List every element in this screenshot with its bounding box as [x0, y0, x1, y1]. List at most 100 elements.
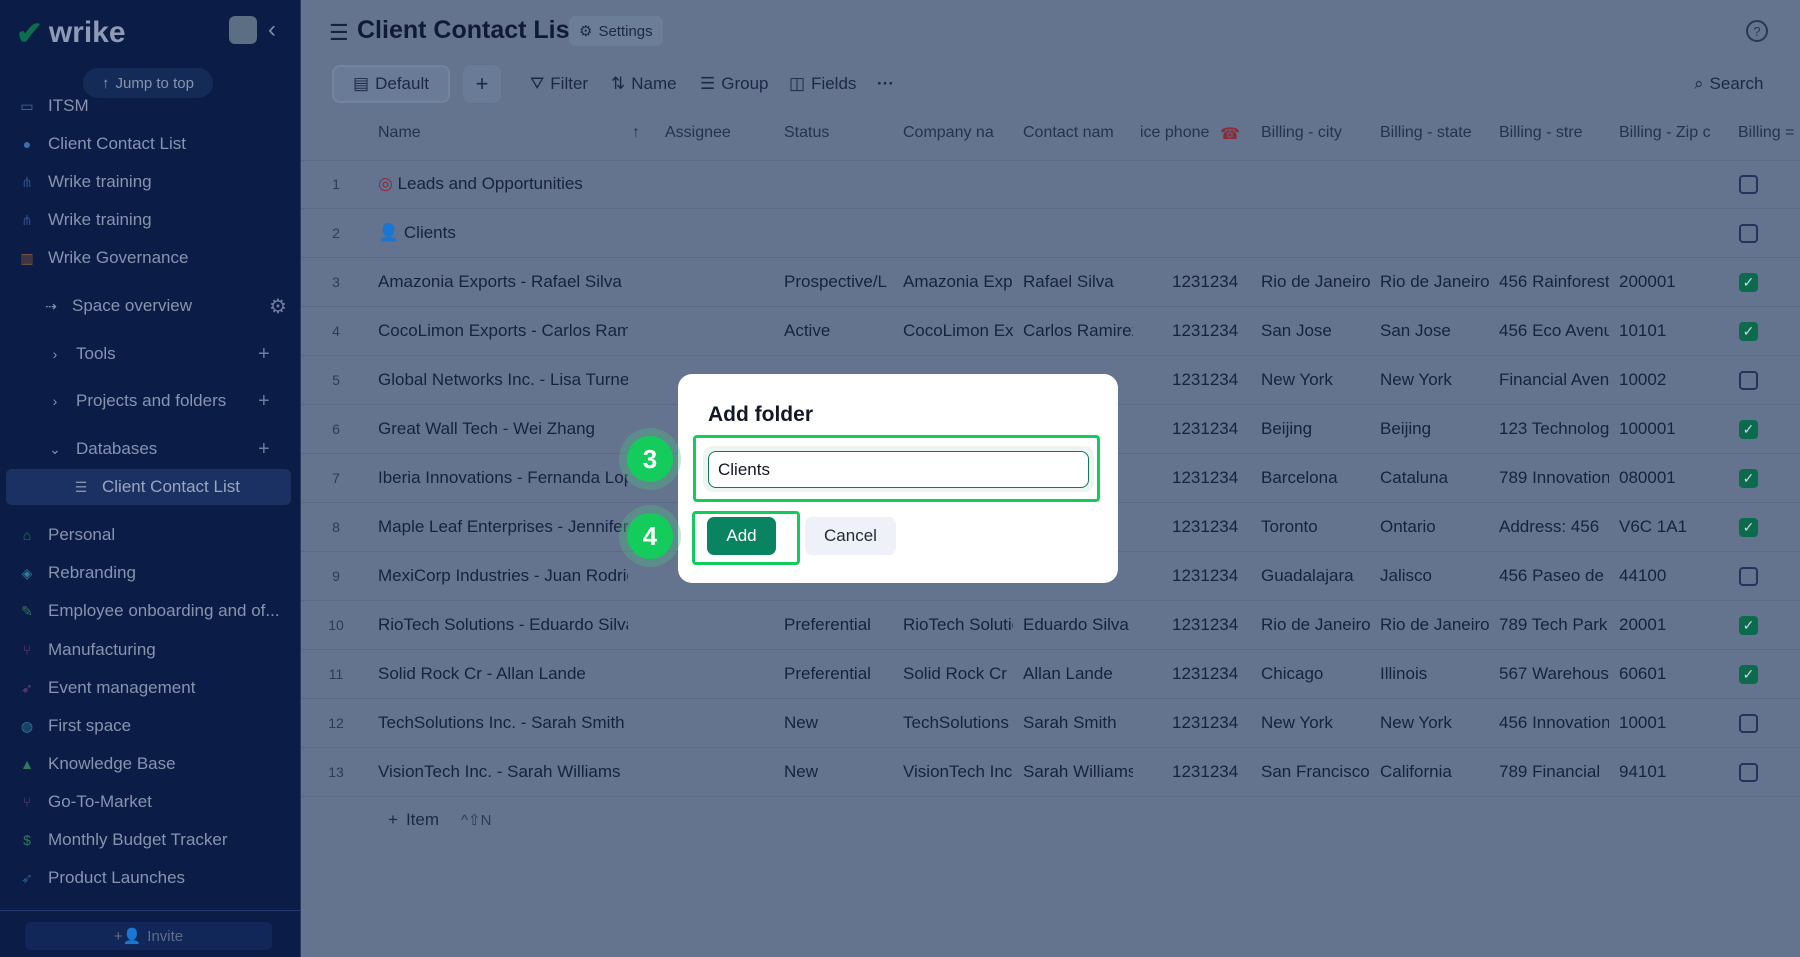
cell-phone[interactable]: 1231234 — [1172, 468, 1239, 487]
cell-status[interactable]: Active — [784, 321, 831, 340]
cell-city[interactable]: Barcelona — [1261, 468, 1338, 487]
sidebar-item[interactable]: ▲ Knowledge Base — [18, 747, 176, 781]
column-header[interactable]: Status — [784, 124, 830, 141]
cell-state[interactable]: Rio de Janeiro — [1380, 272, 1490, 291]
cell-phone[interactable]: 1231234 — [1172, 517, 1239, 536]
cell-state[interactable]: Cataluna — [1380, 468, 1449, 487]
column-header[interactable]: Company na — [903, 124, 994, 141]
billing-checkbox[interactable] — [1739, 175, 1758, 194]
sidebar-item[interactable]: $ Monthly Budget Tracker — [18, 823, 227, 857]
table-row[interactable]: 3 Amazonia Exports - Rafael Silva Prospect… — [301, 258, 1800, 307]
cell-state[interactable]: Jalisco — [1380, 566, 1432, 585]
filter-button[interactable]: ⛛ Filter — [530, 74, 589, 93]
cell-state[interactable]: New York — [1380, 370, 1452, 389]
cell-name[interactable]: TechSolutions Inc. - Sarah Smith — [378, 713, 625, 732]
cell-street[interactable]: 789 Financial — [1499, 762, 1601, 781]
billing-checkbox[interactable] — [1739, 371, 1758, 390]
sidebar-item[interactable]: ⋔ Wrike training — [18, 165, 152, 199]
sidebar-item[interactable]: ● Client Contact List — [18, 127, 186, 161]
cell-status[interactable]: Prospective/L — [784, 272, 887, 291]
cell-phone[interactable]: 1231234 — [1172, 615, 1239, 634]
cell-name[interactable]: Solid Rock Cr - Allan Lande — [378, 664, 586, 683]
cell-zip[interactable]: 080001 — [1619, 468, 1676, 487]
cell-state[interactable]: San Jose — [1380, 321, 1451, 340]
cell-city[interactable]: Guadalajara — [1261, 566, 1354, 585]
gear-icon[interactable]: ⚙ — [269, 295, 287, 318]
group-button[interactable]: ☰ Group — [700, 74, 769, 93]
cell-contact[interactable]: Sarah Smith — [1023, 713, 1117, 732]
table-row[interactable]: 10 RioTech Solutions - Eduardo Silva Prefe… — [301, 601, 1800, 650]
billing-checkbox[interactable]: ✓ — [1739, 665, 1758, 684]
column-header[interactable]: Billing - city — [1261, 124, 1342, 141]
sidebar-item[interactable]: › Tools + — [46, 337, 270, 371]
sidebar-item[interactable]: ▥ Wrike Governance — [18, 241, 188, 275]
cell-contact[interactable]: Rafael Silva — [1023, 272, 1114, 291]
cell-phone[interactable]: 1231234 — [1172, 762, 1239, 781]
cell-city[interactable]: San Jose — [1261, 321, 1332, 340]
column-header[interactable]: Billing - stre — [1499, 124, 1583, 141]
cell-city[interactable]: San Francisco — [1261, 762, 1370, 781]
column-header[interactable]: Billing - Zip c — [1619, 124, 1711, 141]
cell-company[interactable]: TechSolutions Inc. — [903, 713, 1013, 732]
table-row[interactable]: 13 VisionTech Inc. - Sarah Williams New Vis… — [301, 748, 1800, 797]
cell-street[interactable]: 456 Eco Avenue — [1499, 321, 1609, 340]
settings-button[interactable]: ⚙ Settings — [569, 16, 663, 46]
cell-phone[interactable]: 1231234 — [1172, 321, 1239, 340]
column-header[interactable]: Contact nam — [1023, 124, 1114, 141]
cell-zip[interactable]: 200001 — [1619, 272, 1676, 291]
column-header[interactable]: Billing - state — [1380, 124, 1472, 141]
cell-name[interactable]: ◎ Leads and Opportunities — [378, 160, 628, 208]
cell-name[interactable]: MexiCorp Industries - Juan Rodriguez — [378, 566, 628, 585]
column-header[interactable]: Assignee — [665, 124, 731, 141]
cell-city[interactable]: Chicago — [1261, 664, 1324, 683]
cell-contact[interactable]: Sarah Williams — [1023, 762, 1133, 781]
cell-status[interactable]: New — [784, 713, 819, 732]
sidebar-item[interactable]: ▭ ITSM — [18, 89, 88, 123]
billing-checkbox[interactable] — [1739, 714, 1758, 733]
cell-street[interactable]: Address: 456 — [1499, 517, 1600, 536]
table-row[interactable]: 2 👤 Clients — [301, 209, 1800, 258]
cell-company[interactable]: CocoLimon Exports — [903, 321, 1013, 340]
cell-phone[interactable]: 1231234 — [1172, 370, 1239, 389]
cell-name[interactable]: VisionTech Inc. - Sarah Williams — [378, 762, 621, 781]
search-button[interactable]: ⌕ Search — [1694, 74, 1764, 93]
sidebar-item[interactable]: › Projects and folders + — [46, 384, 270, 418]
avatar[interactable] — [229, 16, 257, 44]
cell-status[interactable]: Preferential — [784, 664, 871, 683]
table-row[interactable]: 1 ◎ Leads and Opportunities — [301, 160, 1800, 209]
sidebar-item[interactable]: ☰ Client Contact List — [72, 470, 240, 504]
cell-status[interactable]: Preferential — [784, 615, 871, 634]
cell-zip[interactable]: 100001 — [1619, 419, 1676, 438]
cell-zip[interactable]: 20001 — [1619, 615, 1667, 634]
cell-status[interactable]: New — [784, 762, 819, 781]
plus-icon[interactable]: + — [258, 342, 270, 365]
column-header[interactable]: Name — [378, 124, 421, 141]
billing-checkbox[interactable]: ✓ — [1739, 469, 1758, 488]
sidebar-item[interactable]: ◍ First space — [18, 709, 131, 743]
cell-company[interactable]: RioTech Solutions — [903, 615, 1013, 634]
plus-icon[interactable]: + — [258, 437, 270, 460]
table-row[interactable]: 4 CocoLimon Exports - Carlos Ramirez Activ… — [301, 307, 1800, 356]
cell-name[interactable]: Global Networks Inc. - Lisa Turner — [378, 370, 628, 389]
cell-city[interactable]: Rio de Janeiro — [1261, 272, 1371, 291]
cell-state[interactable]: Rio de Janeiro — [1380, 615, 1490, 634]
column-header[interactable]: Billing = — [1738, 124, 1795, 141]
invite-button[interactable]: +👤 Invite — [25, 922, 272, 950]
cell-street[interactable]: 456 Innovation — [1499, 713, 1609, 732]
column-header[interactable]: ice phone — [1140, 124, 1210, 141]
billing-checkbox[interactable]: ✓ — [1739, 273, 1758, 292]
fields-button[interactable]: ◫ Fields — [789, 74, 857, 93]
cell-zip[interactable]: V6C 1A1 — [1619, 517, 1688, 536]
cell-street[interactable]: Financial Avenue — [1499, 370, 1609, 389]
cell-city[interactable]: New York — [1261, 370, 1333, 389]
cell-contact[interactable]: Eduardo Silva — [1023, 615, 1129, 634]
cell-state[interactable]: New York — [1380, 713, 1452, 732]
cell-company[interactable]: Amazonia Exp — [903, 272, 1013, 291]
more-button[interactable]: ··· — [877, 74, 894, 93]
cell-street[interactable]: 123 Technology — [1499, 419, 1609, 438]
billing-checkbox[interactable]: ✓ — [1739, 518, 1758, 537]
sidebar-item[interactable]: ➶ Product Launches — [18, 861, 185, 895]
cell-contact[interactable]: Allan Lande — [1023, 664, 1113, 683]
cell-name[interactable]: RioTech Solutions - Eduardo Silva — [378, 615, 628, 634]
cell-name[interactable]: Iberia Innovations - Fernanda Lopez — [378, 468, 628, 487]
